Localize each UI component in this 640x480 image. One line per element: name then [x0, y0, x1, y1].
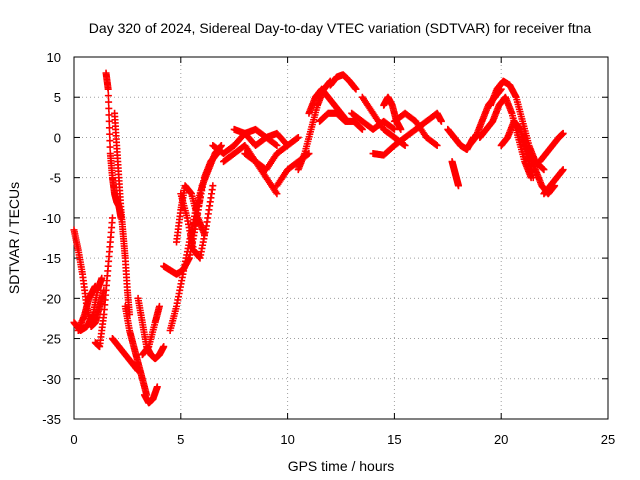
y-tick-labels: -35 -30 -25 -20 -15 -10 -5 0 5 10 [42, 50, 61, 427]
series-s25 [326, 71, 360, 93]
data-point [106, 130, 114, 138]
x-tick-label: 0 [70, 432, 77, 447]
y-tick-label: -20 [42, 291, 61, 306]
series-s4 [91, 214, 116, 351]
chart-title: Day 320 of 2024, Sidereal Day-to-day VTE… [89, 20, 592, 36]
data-point [454, 182, 462, 190]
series-s10 [134, 294, 168, 363]
series-s16 [187, 150, 221, 246]
y-axis-label: SDTVAR / TECUs [6, 182, 22, 294]
data-point [217, 141, 225, 149]
data-point [540, 166, 548, 174]
series-s33 [444, 125, 477, 154]
data-point [160, 343, 168, 351]
y-tick-label: -30 [42, 372, 61, 387]
data-series [70, 69, 567, 407]
x-tick-label: 20 [494, 432, 508, 447]
data-point [106, 143, 114, 151]
series-s32 [448, 158, 462, 190]
data-point [98, 274, 106, 282]
y-tick-label: 0 [54, 130, 61, 145]
y-tick-label: 5 [54, 90, 61, 105]
data-point [91, 282, 99, 290]
series-s40 [540, 166, 567, 198]
data-point [155, 302, 163, 310]
data-point [352, 85, 360, 93]
x-tick-label: 15 [387, 432, 401, 447]
data-point [559, 166, 567, 174]
data-point [105, 98, 113, 106]
series-s6 [111, 109, 134, 318]
series-s28 [369, 125, 420, 159]
data-point [389, 125, 397, 133]
series-s31 [412, 109, 445, 133]
data-point [273, 190, 281, 198]
data-point [397, 125, 405, 133]
data-point [105, 111, 113, 119]
series-s22 [294, 77, 334, 174]
y-tick-label: -25 [42, 332, 61, 347]
series-s15 [177, 182, 217, 262]
data-point [559, 129, 567, 137]
series-s13 [166, 141, 225, 335]
y-tick-label: 10 [47, 50, 61, 65]
y-tick-label: -5 [49, 171, 61, 186]
x-tick-label: 25 [601, 432, 615, 447]
series-s23 [305, 85, 351, 125]
data-point [358, 125, 366, 133]
data-point [400, 141, 408, 149]
data-point [358, 125, 366, 133]
x-tick-label: 10 [280, 432, 294, 447]
series-s39 [536, 129, 567, 166]
data-point [401, 141, 409, 149]
series-s3 [74, 282, 99, 335]
data-point [105, 124, 113, 132]
axis-ticks [73, 56, 609, 420]
data-point [105, 117, 113, 125]
series-s2 [70, 274, 106, 335]
data-point [209, 182, 217, 190]
data-point [104, 85, 112, 93]
data-point [433, 141, 441, 149]
series-s20 [241, 133, 302, 174]
data-point [106, 137, 114, 145]
data-point [437, 117, 445, 125]
x-tick-label: 5 [177, 432, 184, 447]
data-point [153, 383, 161, 391]
x-axis-label: GPS time / hours [288, 458, 395, 474]
data-point [108, 214, 116, 222]
data-point [432, 141, 440, 149]
data-point [390, 125, 398, 133]
x-tick-labels: 0 5 10 15 20 25 [70, 432, 615, 447]
y-tick-label: -10 [42, 211, 61, 226]
data-point [293, 134, 301, 142]
y-tick-label: -35 [42, 412, 61, 427]
series-s11 [138, 302, 163, 359]
data-point [294, 133, 302, 141]
series-s34 [465, 85, 505, 149]
series-s24 [316, 109, 366, 133]
data-point [539, 165, 547, 173]
data-point [105, 104, 113, 112]
series-s9 [140, 383, 161, 407]
data-point [272, 141, 280, 149]
data-point [104, 92, 112, 100]
y-tick-label: -15 [42, 251, 61, 266]
data-point [273, 141, 281, 149]
